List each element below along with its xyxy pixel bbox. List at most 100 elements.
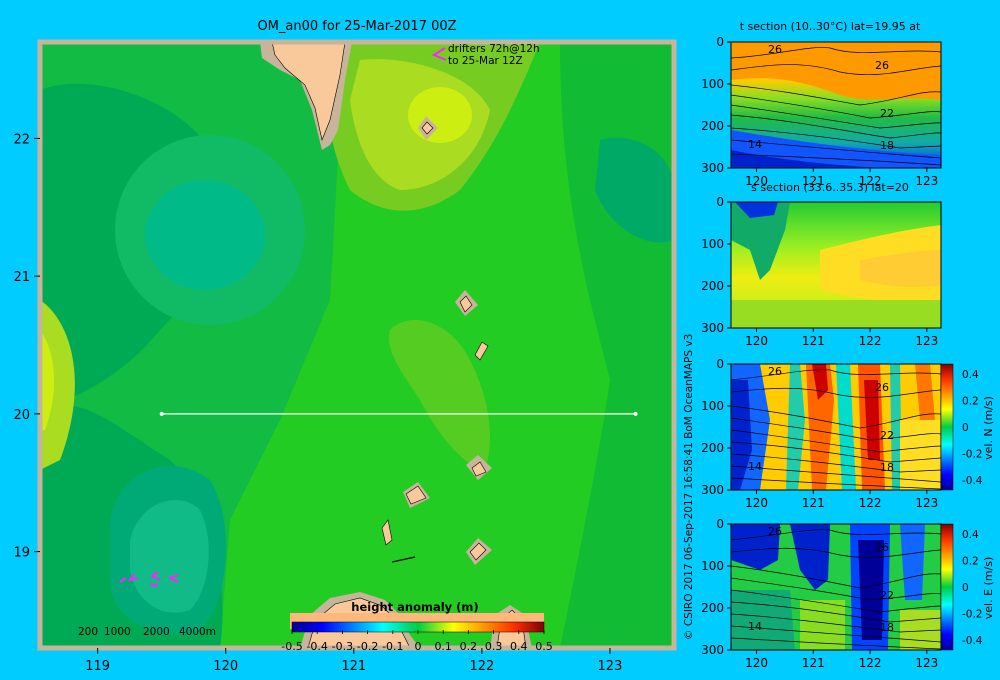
colorbar-tick-label: 0.4 <box>510 640 528 653</box>
contour-label: 26 <box>875 381 889 394</box>
section-colorbar-tick-label: -0.4 <box>962 475 983 487</box>
s-section-frame <box>730 201 942 329</box>
section-y-tick-label: 100 <box>701 77 724 91</box>
t-section-frame <box>730 41 942 169</box>
depth-legend-item: 4000m <box>179 626 216 638</box>
section-x-tick-label: 123 <box>915 174 938 188</box>
section-y-tick-label: 0 <box>716 517 724 531</box>
colorbar-tick-label: 0.3 <box>485 640 503 653</box>
section-y-tick-label: 300 <box>701 321 724 335</box>
colorbar-tick-label: -0.1 <box>382 640 403 653</box>
contour-label: 22 <box>880 429 894 442</box>
credit-text: © CSIRO 2017 06-Sep-2017 16:58:41 BoM Oc… <box>683 334 695 640</box>
section-colorbar-tick-label: 0.2 <box>962 396 979 408</box>
colorbar-tick-label: 0.1 <box>434 640 452 653</box>
section-x-tick-label: 120 <box>745 334 768 348</box>
section-x-tick-label: 123 <box>915 496 938 510</box>
vel-e-field <box>731 524 941 650</box>
map-x-tick-label: 121 <box>341 659 366 674</box>
vel-n-colorbar <box>940 363 954 491</box>
section-y-tick-label: 300 <box>701 483 724 497</box>
section-y-tick-label: 300 <box>701 161 724 175</box>
map-x-tick-label: 123 <box>598 659 623 674</box>
section-colorbar-tick-label: -0.2 <box>962 449 983 461</box>
section-colorbar-tick-label: -0.4 <box>962 635 983 647</box>
section-x-tick-label: 122 <box>859 656 882 670</box>
depth-legend: 200 1000 2000 4000m <box>78 626 216 638</box>
colorbar-tick-label: -0.2 <box>357 640 378 653</box>
contour-label: 18 <box>880 139 894 152</box>
depth-legend-item: 200 <box>78 626 98 638</box>
vel-e-colorbar <box>940 523 954 651</box>
section-x-tick-label: 123 <box>915 656 938 670</box>
contour-label: 26 <box>768 525 782 538</box>
section-y-tick-label: 200 <box>701 279 724 293</box>
contour-label: 22 <box>880 589 894 602</box>
section-x-tick-label: 121 <box>802 496 825 510</box>
section-x-tick-label: 120 <box>745 174 768 188</box>
section-y-tick-label: 0 <box>716 357 724 371</box>
contour-label: 18 <box>880 621 894 634</box>
contour-label: 22 <box>880 107 894 120</box>
contour-label: 26 <box>875 541 889 554</box>
section-x-tick-label: 121 <box>802 174 825 188</box>
map-y-tick-label: 19 <box>13 546 30 561</box>
vel-n-field <box>731 364 941 490</box>
contour-label: 18 <box>880 461 894 474</box>
vel-n-colorbar-label: vel. N (m/s) <box>982 396 995 460</box>
colorbar-tick-label: -0.4 <box>306 640 327 653</box>
contour-label: 26 <box>875 59 889 72</box>
transect-start-marker <box>159 411 164 416</box>
colorbar-tick-label: 0.2 <box>460 640 478 653</box>
map-y-tick-label: 21 <box>13 270 30 285</box>
map-frame <box>37 39 677 651</box>
depth-legend-item: 1000 <box>104 626 131 638</box>
section-y-tick-label: 100 <box>701 237 724 251</box>
section-y-tick-label: 0 <box>716 195 724 209</box>
map-y-tick-label: 22 <box>13 132 30 147</box>
contour-label: 14 <box>748 620 762 633</box>
depth-legend-item: 2000 <box>143 626 170 638</box>
s-section-field <box>731 202 941 328</box>
contour-label: 14 <box>748 138 762 151</box>
drifter-tracks <box>119 47 447 587</box>
vel-e-colorbar-label: vel. E (m/s) <box>982 557 995 620</box>
section-colorbar-tick-label: 0 <box>962 582 969 594</box>
section-colorbar-tick-label: 0.4 <box>962 369 979 381</box>
section-x-tick-label: 120 <box>745 496 768 510</box>
colorbar-tick-label: -0.3 <box>332 640 353 653</box>
section-x-tick-label: 121 <box>802 656 825 670</box>
section-colorbar-tick-label: 0.2 <box>962 556 979 568</box>
section-y-tick-label: 300 <box>701 643 724 657</box>
section-x-tick-label: 122 <box>859 334 882 348</box>
map-title: OM_an00 for 25-Mar-2017 00Z <box>257 19 456 34</box>
section-colorbar-tick-label: 0 <box>962 422 969 434</box>
contour-label: 26 <box>768 365 782 378</box>
map-x-tick-label: 120 <box>213 659 238 674</box>
section-x-tick-label: 122 <box>859 174 882 188</box>
colorbar-label: height anomaly (m) <box>351 600 478 614</box>
colorbar-tick-label: 0.5 <box>535 640 553 653</box>
height-anomaly-field <box>40 42 674 648</box>
section-y-tick-label: 100 <box>701 559 724 573</box>
s-section-title: s section (33.6..35.3) lat=20 <box>751 181 909 194</box>
transect-end-marker <box>633 411 638 416</box>
section-y-tick-label: 200 <box>701 119 724 133</box>
section-x-tick-label: 123 <box>915 334 938 348</box>
t-section-title: t section (10..30°C) lat=19.95 at <box>740 20 921 33</box>
contour-label: 14 <box>748 460 762 473</box>
section-colorbar-tick-label: -0.2 <box>962 609 983 621</box>
t-section-field <box>731 42 941 168</box>
section-x-tick-label: 120 <box>745 656 768 670</box>
height-colorbar: height anomaly (m) -0.5 -0.4 -0.3 -0.2 -0.1 0… <box>281 600 552 653</box>
map-y-tick-label: 20 <box>13 408 30 423</box>
map-axes: 119 120 121 122 123 19 20 21 22 <box>13 132 622 674</box>
drifter-annotation-line-2: to 25-Mar 12Z <box>448 55 523 67</box>
section-axes: 120 121 122 123 0 100 200 300 26 26 22 18 14 120 121 12… <box>701 35 983 670</box>
section-x-tick-label: 121 <box>802 334 825 348</box>
drifter-annotation-line-1: drifters 72h@12h <box>448 43 540 55</box>
colorbar-tick-label: -0.5 <box>281 640 302 653</box>
section-y-tick-label: 0 <box>716 35 724 49</box>
section-y-tick-label: 200 <box>701 441 724 455</box>
